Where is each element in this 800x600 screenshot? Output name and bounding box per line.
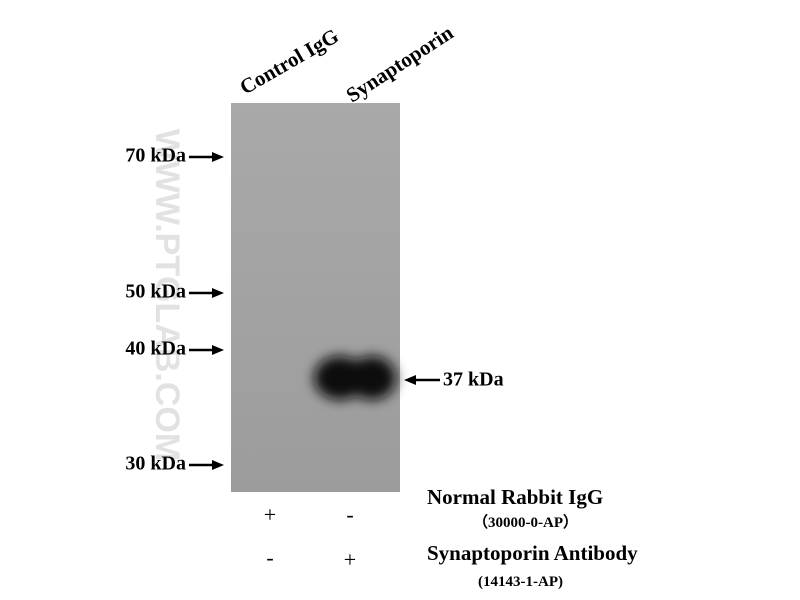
sign: - xyxy=(346,502,353,527)
marker-label: 30 kDa xyxy=(125,453,186,475)
lane-label: Control IgG xyxy=(236,24,343,100)
band xyxy=(314,356,396,400)
marker-label: 70 kDa xyxy=(125,145,186,167)
condition-name: Synaptoporin Antibody xyxy=(427,541,638,565)
blot xyxy=(231,103,400,492)
watermark: WWW.PTGLAB.COM xyxy=(148,129,186,461)
marker-label: 40 kDa xyxy=(125,338,186,360)
condition-catalog: (14143-1-AP) xyxy=(478,574,563,590)
sign: - xyxy=(266,545,273,570)
lane-label: Synaptoporin xyxy=(342,20,458,107)
condition-name: Normal Rabbit IgG xyxy=(427,485,603,509)
sign: + xyxy=(264,502,276,527)
marker-label: 50 kDa xyxy=(125,281,186,303)
condition-catalog: （30000-0-AP） xyxy=(473,513,578,531)
sign: + xyxy=(344,547,356,572)
band-label: 37 kDa xyxy=(443,369,504,391)
marker-arrows xyxy=(189,152,440,470)
